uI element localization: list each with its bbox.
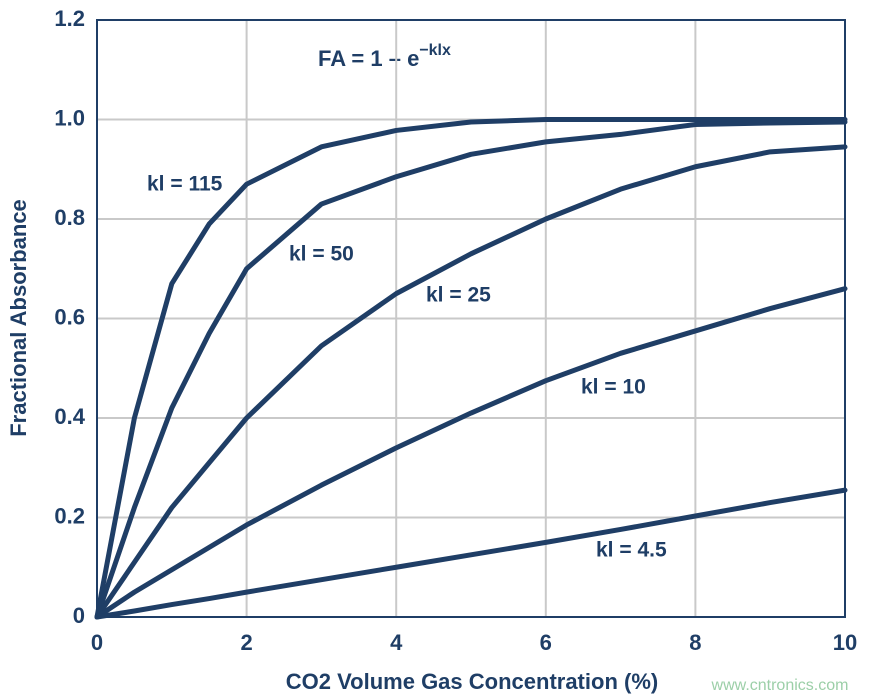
x-tick-label: 2 xyxy=(240,630,252,655)
y-tick-label: 1.0 xyxy=(54,105,85,130)
watermark: www.cntronics.com xyxy=(711,677,849,694)
formula-exponent: −klx xyxy=(419,42,451,59)
series-line xyxy=(94,487,848,620)
y-tick-label: 0.6 xyxy=(54,304,85,329)
y-tick-label: 0.2 xyxy=(54,503,85,528)
x-tick-label: 4 xyxy=(390,630,403,655)
series-line xyxy=(94,119,848,620)
x-tick-label: 10 xyxy=(833,630,857,655)
series-label: kl = 4.5 xyxy=(596,539,667,562)
x-tick-label: 6 xyxy=(540,630,552,655)
series-label: kl = 25 xyxy=(426,284,491,307)
y-tick-label: 0.8 xyxy=(54,205,85,230)
y-tick-label: 0 xyxy=(73,603,85,628)
plot-frame xyxy=(96,19,846,618)
y-tick-label: 1.2 xyxy=(54,6,85,31)
formula: FA = 1 – e−klx xyxy=(318,42,451,71)
series-line xyxy=(94,286,848,620)
x-tick-label: 0 xyxy=(91,630,103,655)
x-tick-label: 8 xyxy=(689,630,701,655)
series-line xyxy=(94,117,848,620)
formula-base: FA = 1 – e xyxy=(318,46,419,71)
series-label: kl = 50 xyxy=(289,243,354,266)
y-tick-label: 0.4 xyxy=(54,404,85,429)
x-axis-title: CO2 Volume Gas Concentration (%) xyxy=(286,669,658,694)
series-label: kl = 115 xyxy=(147,173,223,196)
series-line xyxy=(94,144,848,620)
series-label: kl = 10 xyxy=(581,376,646,399)
y-axis-title: Fractional Absorbance xyxy=(6,199,31,437)
